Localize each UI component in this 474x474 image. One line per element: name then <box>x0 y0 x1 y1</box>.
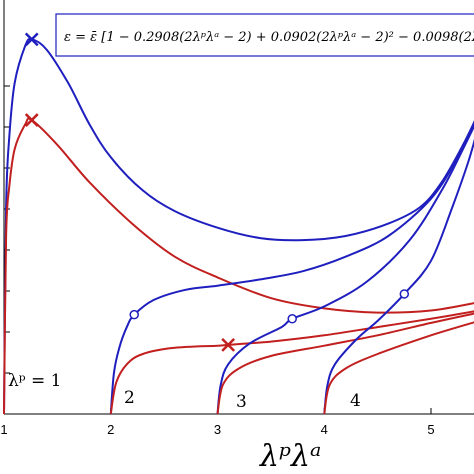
x-marker-stroke-b-1 <box>24 113 39 127</box>
x-marker-stroke-b-2 <box>221 337 236 352</box>
series-line-5 <box>216 312 474 415</box>
x-tick-label-0: 1 <box>0 422 7 437</box>
annotation-curve-3: 3 <box>236 392 247 412</box>
x-marker-0 <box>24 32 39 47</box>
circle-marker-5 <box>399 289 410 299</box>
series-layer <box>3 37 474 415</box>
x-marker-1 <box>24 113 39 127</box>
annotation-lambda-p: λᵖ = 1 <box>8 371 61 391</box>
marker-layer <box>24 32 410 352</box>
chart-axes: 1 2 3 4 5 <box>0 0 474 437</box>
series-line-4 <box>216 124 474 415</box>
formula-legend: ε = ε̄ [1 − 0.2908(2λᵖλᵃ − 2) + 0.0902(2… <box>55 13 474 57</box>
x-marker-2 <box>221 337 236 352</box>
x-tick-label-2: 3 <box>214 422 221 437</box>
x-axis-title: λᵖλᵃ <box>259 439 321 474</box>
x-tick-label-3: 4 <box>321 422 328 437</box>
series-line-1 <box>3 117 474 415</box>
x-tick-label-4: 5 <box>427 422 434 437</box>
formula-text: ε = ε̄ [1 − 0.2908(2λᵖλᵃ − 2) + 0.0902(2… <box>64 30 474 45</box>
annotation-curve-4: 4 <box>350 391 361 411</box>
x-tick-label-1: 2 <box>107 422 114 437</box>
series-line-2 <box>109 123 474 415</box>
series-line-0 <box>3 37 474 415</box>
formula-legend-box <box>55 13 474 57</box>
series-line-6 <box>323 138 474 415</box>
series-line-3 <box>109 310 474 415</box>
circle-marker-4 <box>287 314 297 324</box>
series-line-7 <box>323 321 474 415</box>
x-marker-stroke-b-0 <box>24 32 39 47</box>
circle-marker-3 <box>129 309 139 320</box>
annotation-curve-2: 2 <box>124 388 135 408</box>
